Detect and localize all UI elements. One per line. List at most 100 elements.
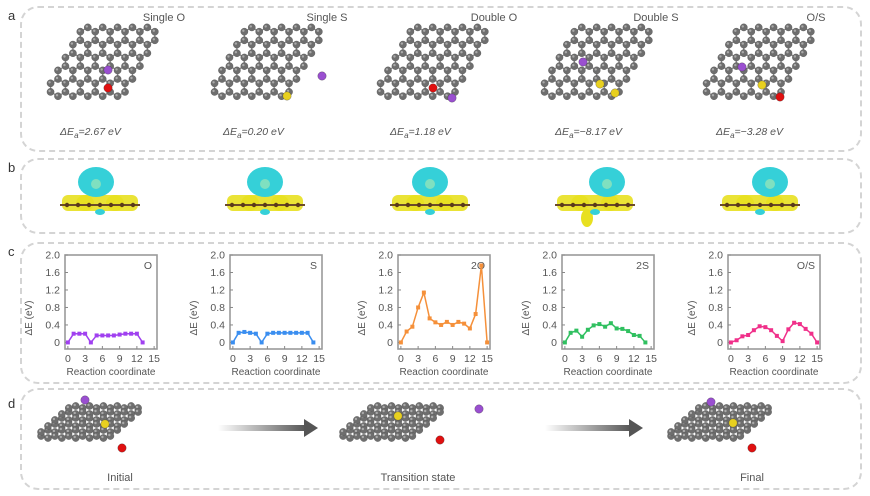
- svg-text:6: 6: [432, 353, 438, 365]
- energy-label-double-o: ΔEa=1.18 eV: [390, 126, 451, 140]
- svg-text:0: 0: [230, 353, 236, 365]
- svg-text:0.4: 0.4: [378, 319, 393, 331]
- svg-text:ΔE (eV): ΔE (eV): [357, 300, 368, 335]
- svg-text:Reaction coordinate: Reaction coordinate: [730, 367, 819, 378]
- svg-text:1.2: 1.2: [45, 284, 60, 296]
- svg-text:2.0: 2.0: [542, 250, 557, 262]
- svg-text:1.6: 1.6: [45, 267, 60, 279]
- svg-text:0.4: 0.4: [210, 319, 225, 331]
- svg-text:0: 0: [717, 337, 723, 349]
- svg-text:ΔE (eV): ΔE (eV): [521, 300, 532, 335]
- svg-text:0.8: 0.8: [210, 302, 225, 314]
- svg-text:12: 12: [296, 353, 308, 365]
- svg-text:Reaction coordinate: Reaction coordinate: [400, 367, 489, 378]
- svg-text:2.0: 2.0: [378, 250, 393, 262]
- svg-text:3: 3: [579, 353, 585, 365]
- svg-text:3: 3: [745, 353, 751, 365]
- svg-text:15: 15: [481, 353, 493, 365]
- svg-text:15: 15: [645, 353, 657, 365]
- svg-text:0.8: 0.8: [45, 302, 60, 314]
- svg-text:1.6: 1.6: [542, 267, 557, 279]
- svg-text:Reaction coordinate: Reaction coordinate: [232, 367, 321, 378]
- svg-text:6: 6: [264, 353, 270, 365]
- graphene-lattice: [210, 23, 327, 101]
- svg-text:0.8: 0.8: [542, 302, 557, 314]
- panel-b-letter: b: [8, 160, 16, 175]
- svg-text:0: 0: [398, 353, 404, 365]
- svg-text:S: S: [310, 260, 317, 272]
- panel-c-letter: c: [8, 244, 15, 259]
- graphene-lattice: [702, 23, 815, 102]
- svg-text:1.6: 1.6: [378, 267, 393, 279]
- graphene-lattice: [667, 397, 772, 453]
- svg-text:ΔE (eV): ΔE (eV): [24, 300, 35, 335]
- svg-text:9: 9: [282, 353, 288, 365]
- panel-d-reaction-path: [37, 395, 772, 453]
- reaction-arrow-1: [218, 419, 318, 437]
- svg-text:0.8: 0.8: [378, 302, 393, 314]
- svg-text:6: 6: [596, 353, 602, 365]
- panel-b-isosurfaces: [60, 167, 800, 227]
- svg-text:0.4: 0.4: [542, 319, 557, 331]
- graphene-lattice: [37, 395, 142, 453]
- svg-text:3: 3: [247, 353, 253, 365]
- charge-density-isosurface: [555, 167, 635, 227]
- stage-label-final: Final: [740, 472, 764, 484]
- structure-title-double-s: Double S: [633, 12, 679, 24]
- panel-d-letter: d: [8, 396, 16, 411]
- stage-label-transition-state: Transition state: [380, 472, 456, 484]
- svg-text:0.4: 0.4: [45, 319, 60, 331]
- svg-text:1.2: 1.2: [708, 284, 723, 296]
- charge-density-isosurface: [60, 167, 140, 215]
- svg-text:2.0: 2.0: [210, 250, 225, 262]
- graphene-lattice: [540, 23, 653, 100]
- svg-text:9: 9: [780, 353, 786, 365]
- svg-text:ΔE (eV): ΔE (eV): [687, 300, 698, 335]
- svg-text:0: 0: [551, 337, 557, 349]
- svg-text:12: 12: [131, 353, 143, 365]
- svg-text:9: 9: [614, 353, 620, 365]
- svg-text:15: 15: [811, 353, 823, 365]
- svg-text:12: 12: [464, 353, 476, 365]
- svg-text:0.8: 0.8: [708, 302, 723, 314]
- svg-text:9: 9: [117, 353, 123, 365]
- charge-density-isosurface: [225, 167, 305, 215]
- svg-text:2.0: 2.0: [45, 250, 60, 262]
- structure-title-double-o: Double O: [470, 12, 518, 24]
- panel-b-box: [20, 158, 862, 234]
- svg-text:0: 0: [219, 337, 225, 349]
- energy-label-double-s: ΔEa=−8.17 eV: [555, 126, 622, 140]
- structure-title-single-s: Single S: [306, 12, 348, 24]
- graphene-lattice: [339, 402, 484, 445]
- svg-text:1.6: 1.6: [708, 267, 723, 279]
- svg-text:O/S: O/S: [797, 260, 815, 272]
- svg-text:ΔE (eV): ΔE (eV): [189, 300, 200, 335]
- graphene-lattice: [46, 23, 159, 100]
- svg-text:12: 12: [628, 353, 640, 365]
- svg-text:Reaction coordinate: Reaction coordinate: [564, 367, 653, 378]
- svg-text:Reaction coordinate: Reaction coordinate: [67, 367, 156, 378]
- svg-text:15: 15: [313, 353, 325, 365]
- svg-text:O: O: [144, 260, 152, 272]
- reaction-arrow-2: [545, 419, 643, 437]
- svg-text:6: 6: [99, 353, 105, 365]
- svg-text:1.6: 1.6: [210, 267, 225, 279]
- panel-a-lattices: [46, 23, 815, 103]
- structure-title-o-s: O/S: [806, 12, 826, 24]
- svg-text:0: 0: [54, 337, 60, 349]
- svg-text:0: 0: [387, 337, 393, 349]
- svg-text:2S: 2S: [636, 260, 649, 272]
- svg-text:3: 3: [82, 353, 88, 365]
- charge-density-isosurface: [390, 167, 470, 215]
- energy-label-o-s: ΔEa=−3.28 eV: [716, 126, 783, 140]
- energy-label-single-o: ΔEa=2.67 eV: [60, 126, 121, 140]
- panel-d-box: [20, 388, 862, 490]
- svg-text:1.2: 1.2: [378, 284, 393, 296]
- svg-text:1.2: 1.2: [542, 284, 557, 296]
